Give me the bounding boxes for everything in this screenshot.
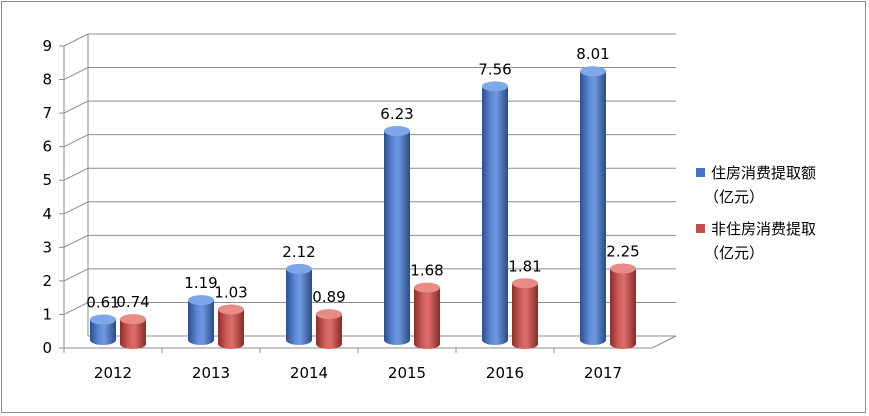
data-label: 1.81	[508, 257, 541, 275]
y-tick-label: 7	[42, 104, 52, 122]
data-label: 7.56	[478, 60, 511, 78]
bar-non-housing-2013	[218, 304, 244, 349]
y-tick-label: 9	[42, 37, 52, 55]
gridline-side	[63, 268, 89, 282]
data-label: 0.61	[86, 294, 119, 312]
x-tick-label: 2016	[486, 364, 524, 382]
gridline-side	[63, 100, 89, 114]
y-tick-label: 2	[42, 272, 52, 290]
y-tick-label: 4	[42, 205, 52, 223]
x-tick-label: 2015	[388, 364, 426, 382]
y-tick-label: 3	[42, 238, 52, 256]
data-labels: 0.61 1.19 2.12 6.23 7.56 8.01 0.74 1.03 0.89 1.68…	[86, 45, 639, 311]
bar-housing-2012	[90, 314, 116, 345]
gridlines	[63, 33, 676, 315]
gridline-side	[63, 33, 89, 47]
gridline-side	[63, 201, 89, 215]
data-label: 2.12	[282, 243, 315, 261]
y-tick-label: 8	[42, 71, 52, 89]
x-axis-ticks: 2012 2013 2014 2015 2016 2017	[63, 348, 622, 382]
bar-housing-2015	[384, 125, 410, 345]
bar-non-housing-2017	[610, 263, 636, 349]
x-tick-label: 2013	[192, 364, 230, 382]
data-label: 0.74	[116, 293, 149, 311]
data-label: 2.25	[606, 243, 639, 261]
x-tick-label: 2012	[94, 364, 132, 382]
y-tick-label: 1	[42, 305, 52, 323]
y-tick-label: 6	[42, 138, 52, 156]
bar-non-housing-2014	[316, 309, 342, 349]
bar-non-housing-2015	[414, 282, 440, 349]
data-label: 1.19	[184, 274, 217, 292]
data-label: 1.03	[214, 283, 247, 301]
data-label: 6.23	[380, 105, 413, 123]
y-axis-ticks: 0 1 2 3 4 5 6 7 8 9	[42, 37, 64, 357]
gridline-side	[63, 301, 89, 315]
data-label: 8.01	[576, 45, 609, 63]
x-tick-label: 2017	[584, 364, 622, 382]
legend-label: （亿元）	[704, 244, 764, 262]
legend-label: 住房消费提取额	[711, 164, 816, 182]
y-tick-label: 5	[42, 171, 52, 189]
bar-non-housing-2012	[120, 314, 146, 349]
bar-series	[90, 66, 636, 349]
gridline-side	[63, 134, 89, 148]
legend-swatch	[696, 168, 705, 177]
y-tick-label: 0	[42, 339, 52, 357]
bar-housing-2016	[482, 81, 508, 345]
legend-label: （亿元）	[704, 188, 764, 206]
legend: 住房消费提取额 （亿元） 非住房消费提取 （亿元）	[696, 164, 816, 262]
gridline-side	[63, 67, 89, 81]
gridline-side	[63, 234, 89, 248]
gridline-side	[63, 167, 89, 181]
floor-right-edge	[651, 335, 677, 349]
bar-housing-2013	[188, 295, 214, 345]
bar-non-housing-2016	[512, 278, 538, 349]
x-tick-label: 2014	[290, 364, 328, 382]
data-label: 1.68	[410, 262, 443, 280]
legend-swatch	[696, 224, 705, 233]
legend-label: 非住房消费提取	[711, 220, 816, 238]
data-label: 0.89	[312, 288, 345, 306]
bar-housing-2017	[580, 66, 606, 345]
bar-housing-2014	[286, 263, 312, 345]
